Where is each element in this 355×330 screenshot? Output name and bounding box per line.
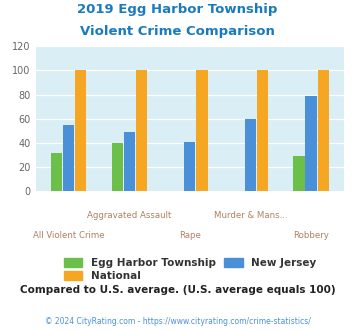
Text: © 2024 CityRating.com - https://www.cityrating.com/crime-statistics/: © 2024 CityRating.com - https://www.city… [45, 317, 310, 326]
Bar [136, 70, 147, 191]
Text: Compared to U.S. average. (U.S. average equals 100): Compared to U.S. average. (U.S. average … [20, 285, 335, 295]
Bar [112, 143, 123, 191]
Bar [75, 70, 87, 191]
Bar [257, 70, 268, 191]
Text: Violent Crime Comparison: Violent Crime Comparison [80, 25, 275, 38]
Bar [305, 96, 317, 191]
Bar [63, 125, 75, 191]
Legend: Egg Harbor Township, National, New Jersey: Egg Harbor Township, National, New Jerse… [64, 258, 316, 281]
Bar [51, 153, 62, 191]
Bar [196, 70, 208, 191]
Text: 2019 Egg Harbor Township: 2019 Egg Harbor Township [77, 3, 278, 16]
Bar [293, 156, 305, 191]
Text: Rape: Rape [179, 231, 201, 240]
Text: Aggravated Assault: Aggravated Assault [87, 211, 171, 220]
Bar [318, 70, 329, 191]
Bar [184, 142, 196, 191]
Bar [124, 132, 135, 191]
Text: Murder & Mans...: Murder & Mans... [214, 211, 287, 220]
Text: All Violent Crime: All Violent Crime [33, 231, 105, 240]
Bar [245, 119, 256, 191]
Text: Robbery: Robbery [293, 231, 329, 240]
